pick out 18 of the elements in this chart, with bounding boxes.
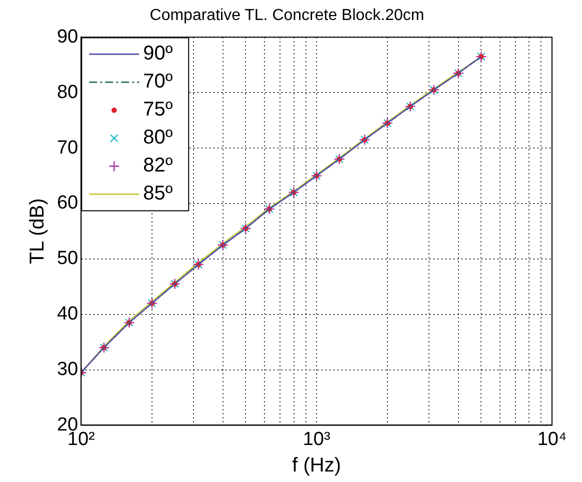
x-tick-label: 10⁴ (537, 428, 567, 450)
y-tick-label: 40 (56, 304, 78, 325)
legend-label: 70º (143, 70, 174, 93)
y-tick-label: 30 (56, 359, 78, 380)
x-tick-label: 10³ (302, 428, 330, 450)
y-tick-label: 80 (56, 82, 78, 103)
y-tick-label: 60 (56, 192, 78, 214)
y-tick-label: 50 (56, 248, 78, 270)
y-tick-label: 90 (56, 26, 78, 48)
x-axis-title: f (Hz) (292, 454, 342, 477)
legend-label: 82º (143, 154, 174, 177)
y-axis-title: TL (dB) (26, 198, 49, 264)
legend-label: 90º (143, 42, 174, 65)
legend-label: 80º (143, 126, 174, 149)
legend-label: 85º (143, 182, 174, 205)
y-tick-label: 70 (56, 137, 78, 158)
chart-title: Comparative TL. Concrete Block.20cm (150, 7, 424, 24)
legend-label: 75º (143, 98, 174, 121)
